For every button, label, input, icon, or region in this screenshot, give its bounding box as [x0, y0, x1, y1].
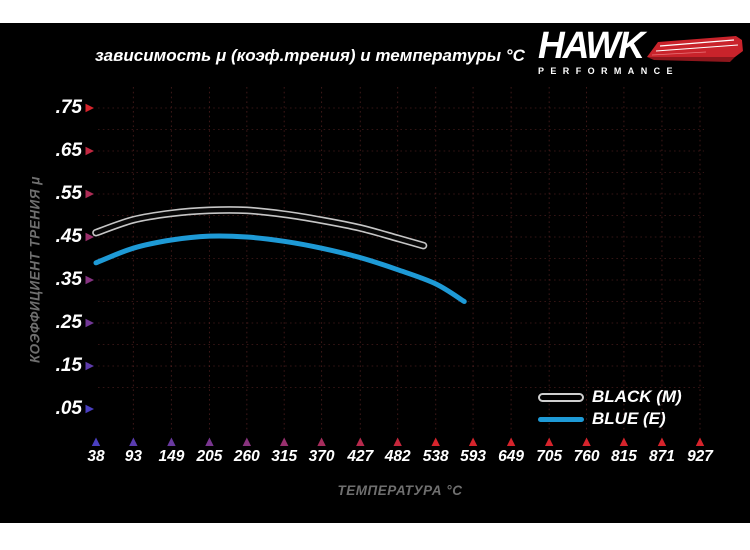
legend: BLACK (M) BLUE (E) — [538, 386, 682, 430]
x-tick-arrow — [356, 437, 365, 446]
x-tick-label: 482 — [384, 448, 411, 465]
hawk-logo: HAWK PERFORMANCE — [538, 24, 746, 76]
y-tick-label: .65 — [55, 140, 82, 161]
x-tick-label: 760 — [573, 448, 600, 465]
x-tick-arrow — [279, 437, 289, 446]
x-tick-arrow — [393, 437, 402, 446]
x-tick-label: 593 — [460, 448, 486, 465]
x-tick-arrow — [167, 437, 176, 446]
hawk-wing-icon — [647, 36, 744, 62]
y-tick-arrow — [85, 103, 94, 113]
y-tick-arrow — [85, 404, 94, 414]
x-tick-arrow — [242, 437, 252, 446]
x-tick-arrow — [91, 437, 101, 446]
hawk-performance-subtext: PERFORMANCE — [538, 66, 679, 76]
x-axis-title: ТЕМПЕРАТУРА °C — [337, 483, 463, 498]
y-tick-label: .05 — [55, 398, 82, 419]
x-tick-label: 149 — [158, 448, 185, 465]
x-tick-label: 705 — [536, 448, 563, 465]
top-white-band — [0, 0, 750, 23]
x-tick-label: 815 — [610, 448, 637, 465]
y-tick-arrow — [85, 232, 94, 242]
y-tick-arrow — [85, 275, 94, 285]
x-tick-label: 927 — [687, 448, 713, 465]
legend-label-black: BLACK (M) — [592, 387, 682, 406]
x-tick-arrow — [205, 437, 214, 446]
x-tick-arrow — [695, 437, 705, 446]
y-tick-label: .45 — [55, 226, 82, 247]
x-tick-label: 649 — [498, 448, 525, 465]
hawk-wordmark: HAWK — [538, 24, 645, 67]
x-tick-label: 315 — [271, 448, 298, 465]
legend-swatch-black-line — [538, 392, 584, 402]
data-curves — [92, 206, 467, 304]
x-tick-label: 538 — [422, 448, 449, 465]
legend-label-blue: BLUE (E) — [592, 409, 666, 428]
y-tick-arrow — [85, 189, 94, 199]
y-tick-label: .55 — [55, 183, 82, 204]
x-tick-arrow — [544, 437, 554, 446]
chart-title: зависимость μ (коэф.трения) и температур… — [95, 46, 525, 65]
y-tick-label: .15 — [55, 355, 82, 376]
x-tick-label: 205 — [196, 448, 223, 465]
y-tick-arrow — [85, 146, 94, 156]
x-tick-arrow — [431, 437, 440, 446]
legend-swatch-blue-line — [538, 416, 584, 422]
y-tick-arrow — [85, 318, 94, 328]
x-tick-label: 38 — [87, 448, 105, 465]
tick-arrows — [85, 103, 705, 446]
bottom-white-band — [0, 523, 750, 550]
x-tick-label: 260 — [233, 448, 260, 465]
chart-background — [0, 23, 750, 523]
x-tick-arrow — [317, 437, 326, 446]
x-tick-label: 427 — [347, 448, 374, 465]
legend-item-blue: BLUE (E) — [538, 408, 682, 430]
legend-item-black: BLACK (M) — [538, 386, 682, 408]
y-tick-label: .35 — [55, 269, 82, 290]
x-tick-arrow — [468, 437, 478, 446]
y-axis-title: КОЭФФИЦИЕНТ ТРЕНИЯ μ — [27, 176, 43, 363]
x-tick-arrow — [657, 437, 667, 446]
gridlines — [98, 87, 704, 433]
x-tick-label: 370 — [308, 448, 335, 465]
y-tick-arrow — [85, 361, 94, 371]
y-tick-label: .75 — [55, 97, 82, 118]
x-tick-arrow — [506, 437, 516, 446]
x-tick-label: 871 — [649, 448, 675, 465]
x-tick-arrow — [129, 437, 138, 446]
x-tick-label: 93 — [124, 448, 142, 465]
x-tick-arrow — [582, 437, 591, 446]
x-tick-arrow — [619, 437, 629, 446]
y-tick-label: .25 — [55, 312, 82, 333]
